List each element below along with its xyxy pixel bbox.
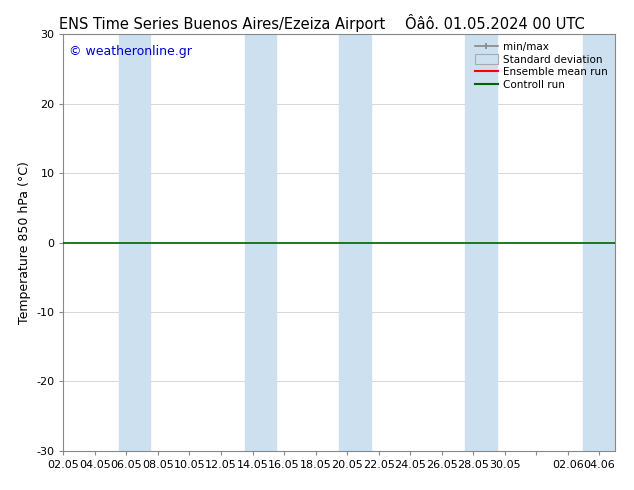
- Text: Ôâô. 01.05.2024 00 UTC: Ôâô. 01.05.2024 00 UTC: [404, 17, 585, 32]
- Text: © weatheronline.gr: © weatheronline.gr: [69, 45, 192, 58]
- Bar: [245, 34, 276, 451]
- Bar: [119, 34, 150, 451]
- Y-axis label: Temperature 850 hPa (°C): Temperature 850 hPa (°C): [18, 161, 30, 324]
- Legend: min/max, Standard deviation, Ensemble mean run, Controll run: min/max, Standard deviation, Ensemble me…: [473, 40, 610, 93]
- Bar: [465, 34, 497, 451]
- Text: ENS Time Series Buenos Aires/Ezeiza Airport: ENS Time Series Buenos Aires/Ezeiza Airp…: [59, 17, 385, 32]
- Bar: [583, 34, 615, 451]
- Bar: [339, 34, 371, 451]
